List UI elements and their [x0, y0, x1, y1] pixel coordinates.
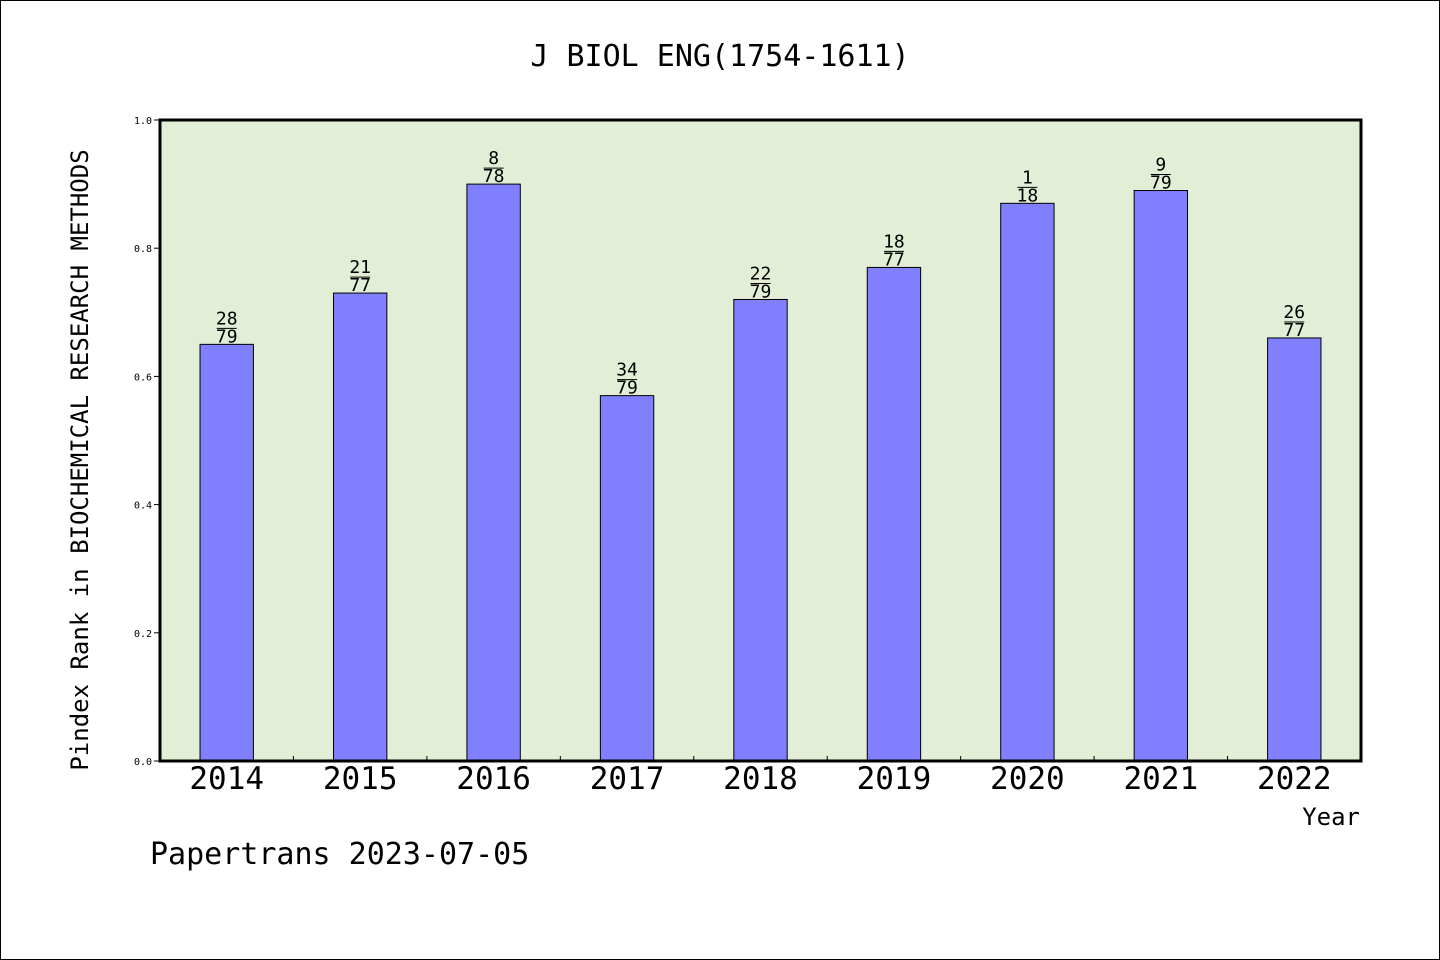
bars-group [199, 183, 1322, 762]
bar-rank-label: 21 [349, 257, 371, 278]
bar-total-label: 78 [483, 166, 505, 187]
x-tick-label: 2015 [323, 761, 398, 797]
x-axis-label: Year [1302, 803, 1360, 831]
bar-2016 [466, 183, 521, 762]
bar-rank-label: 22 [750, 263, 772, 284]
bar-total-label: 77 [349, 275, 371, 296]
plot-border [158, 118, 1363, 763]
x-tick-label: 2014 [189, 761, 264, 797]
bar-2021 [1133, 190, 1189, 762]
x-tick-label: 2017 [590, 761, 665, 797]
bar-2018 [733, 298, 788, 762]
y-tick-label: 1.0 [134, 116, 152, 127]
x-tick-label: 2022 [1257, 761, 1332, 797]
bar-total-label: 79 [1150, 173, 1172, 194]
y-axis-label: Pindex Rank in BIOCHEMICAL RESEARCH METH… [66, 149, 94, 770]
y-tick-label: 0.0 [134, 757, 152, 768]
y-tick-label: 0.2 [134, 629, 152, 640]
bar-rank-label: 26 [1283, 302, 1305, 323]
x-tick-label: 2016 [456, 761, 531, 797]
footer-text: Papertrans 2023-07-05 [150, 837, 529, 872]
bar-total-label: 18 [1017, 185, 1039, 206]
bar-rank-label: 18 [883, 231, 905, 252]
y-tick-label: 0.4 [134, 501, 152, 512]
x-tick-label: 2018 [723, 761, 798, 797]
bar-rank-label: 9 [1155, 155, 1166, 176]
y-tick-label: 0.6 [134, 372, 152, 383]
x-axis: 2014 2015 2016 2017 2018 2019 2020 2021 2022 [189, 756, 1332, 797]
y-axis: 0.0 0.2 0.4 0.6 0.8 1.0 [134, 116, 160, 768]
bar-2014 [199, 343, 254, 762]
bar-2015 [332, 292, 388, 762]
bar-total-label: 77 [1283, 320, 1305, 341]
bar-2017 [599, 395, 655, 762]
bar-total-label: 77 [883, 249, 905, 270]
x-tick-label: 2021 [1124, 761, 1199, 797]
bar-rank-label: 1 [1022, 167, 1033, 188]
bar-2019 [866, 266, 922, 762]
bar-total-label: 79 [750, 281, 772, 302]
bar-rank-label: 8 [488, 148, 499, 169]
bar-rank-label: 28 [216, 308, 238, 329]
bar-2020 [1000, 202, 1055, 762]
y-tick-label: 0.8 [134, 244, 152, 255]
bar-2022 [1267, 337, 1322, 762]
bar-total-label: 79 [216, 326, 238, 347]
x-tick-label: 2019 [857, 761, 932, 797]
bar-total-label: 79 [616, 378, 638, 399]
x-tick-label: 2020 [990, 761, 1065, 797]
bar-rank-label: 34 [616, 360, 638, 381]
chart-title: J BIOL ENG(1754-1611) [530, 39, 909, 74]
